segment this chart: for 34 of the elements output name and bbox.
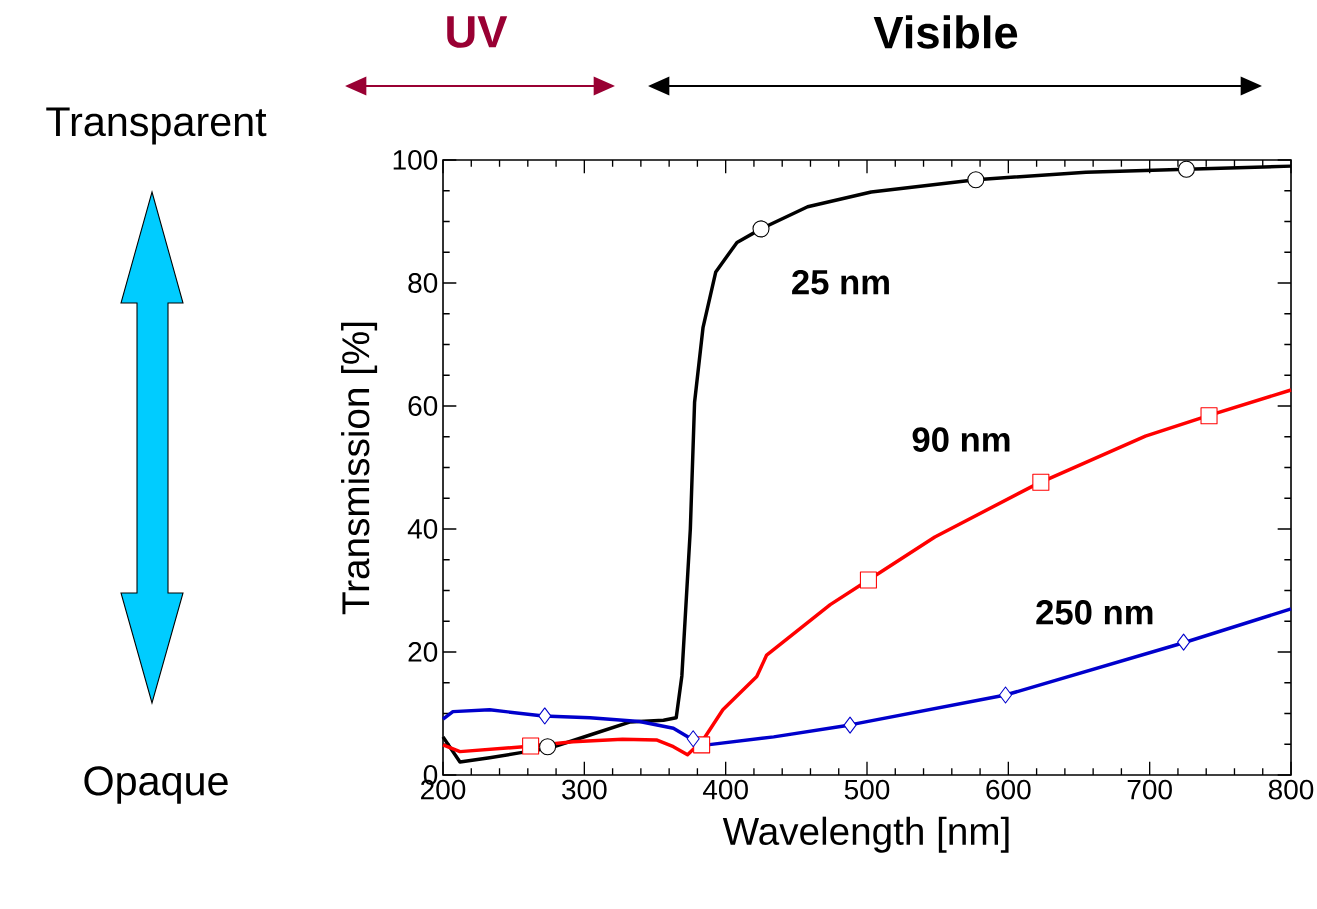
- x-tick-label: 600: [986, 779, 1031, 800]
- x-tick-label: 800: [1268, 779, 1314, 800]
- y-tick-label: 20: [408, 642, 438, 662]
- x-axis-title: Wavelength [nm]: [722, 816, 1009, 853]
- point: [538, 707, 552, 725]
- y-tick-label: 80: [408, 273, 438, 293]
- point: [1177, 160, 1195, 178]
- y-tick-label: 40: [407, 519, 438, 539]
- text: Visible: [873, 15, 1018, 49]
- text: Transparent: [46, 107, 267, 145]
- point: [1200, 407, 1218, 425]
- point: [967, 171, 985, 189]
- x-tick-label: 400: [702, 779, 748, 800]
- y-axis-title: Transmission [%]: [341, 322, 378, 615]
- x-tick-label: 700: [1127, 779, 1172, 800]
- series-label: 90 nm: [912, 427, 1010, 452]
- text: UV: [447, 16, 508, 48]
- point: [539, 738, 557, 756]
- x-tick-label: 300: [562, 779, 607, 800]
- point: [522, 737, 540, 755]
- y-tick-label: 60: [408, 396, 438, 416]
- point: [998, 686, 1013, 704]
- line-series: [441, 388, 1293, 757]
- series-label: 25 nm: [792, 269, 889, 295]
- x-tick-label: 500: [844, 779, 890, 800]
- point: [686, 730, 700, 748]
- point: [1032, 473, 1050, 491]
- text: Opaque: [84, 766, 228, 804]
- point: [752, 220, 770, 238]
- series-label: 250 nm: [1036, 600, 1153, 625]
- point: [1177, 633, 1191, 651]
- point: [843, 716, 857, 734]
- y-tick-label: 100: [393, 150, 438, 170]
- point: [859, 571, 877, 589]
